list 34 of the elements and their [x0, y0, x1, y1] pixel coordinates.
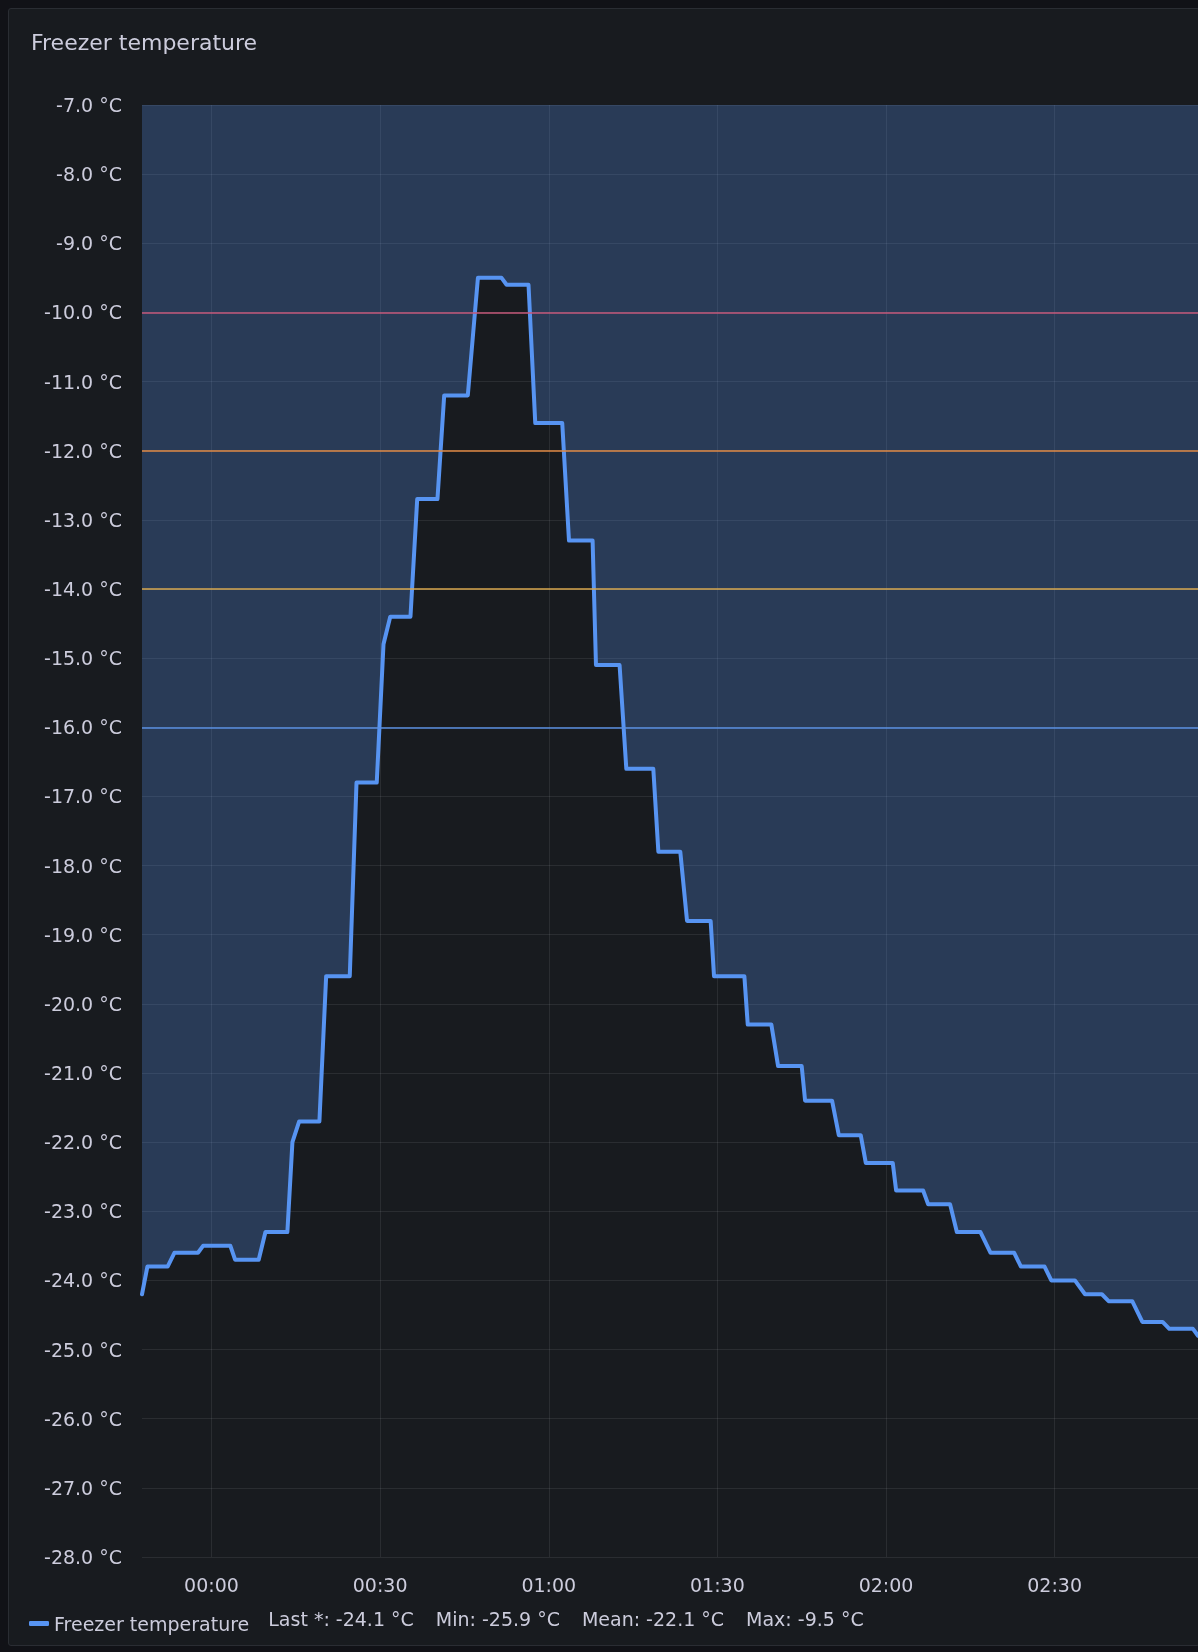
y-tick-label: -10.0 °C: [44, 301, 122, 324]
y-tick-label: -8.0 °C: [56, 163, 122, 186]
x-tick-label: 00:30: [352, 1573, 408, 1596]
text: Min: -25.9 °C: [435, 1607, 560, 1630]
y-tick-label: -28.0 °C: [44, 1546, 122, 1568]
x-tick-label: 02:30: [1027, 1573, 1083, 1596]
y-tick-label: -16.0 °C: [44, 716, 122, 739]
y-tick-label: -13.0 °C: [44, 508, 122, 531]
y-tick-label: -19.0 °C: [44, 923, 122, 946]
y-tick-label: -7.0 °C: [56, 94, 122, 116]
y-tick-label: -24.0 °C: [44, 1269, 122, 1292]
chart-title: Freezer temperature: [31, 29, 258, 55]
y-tick-label: -21.0 °C: [44, 1062, 122, 1084]
y-tick-label: -23.0 °C: [44, 1200, 122, 1223]
x-tick-label: 01:00: [521, 1573, 577, 1596]
y-tick-label: -14.0 °C: [44, 578, 122, 600]
y-tick-label: -26.0 °C: [44, 1407, 122, 1430]
x-tick-label: 02:00: [858, 1573, 914, 1596]
y-tick-label: -17.0 °C: [44, 785, 122, 808]
y-tick-label: -20.0 °C: [44, 992, 122, 1015]
y-tick-label: -12.0 °C: [44, 439, 122, 462]
y-tick-label: -15.0 °C: [44, 647, 122, 670]
text: Max: -9.5 °C: [746, 1607, 864, 1630]
legend-label: Freezer temperature: [54, 1612, 250, 1635]
y-tick-label: -18.0 °C: [44, 854, 122, 877]
y-tick-label: -22.0 °C: [44, 1131, 122, 1154]
y-tick-label: -27.0 °C: [44, 1476, 122, 1499]
text: Last *: -24.1 °C: [268, 1607, 414, 1630]
x-tick-label: 00:00: [184, 1573, 239, 1596]
y-tick-label: -9.0 °C: [56, 232, 122, 255]
y-tick-label: -11.0 °C: [44, 370, 122, 393]
y-tick-label: -25.0 °C: [44, 1338, 122, 1361]
x-tick-label: 01:30: [690, 1573, 745, 1596]
text: Mean: -22.1 °C: [581, 1607, 725, 1630]
